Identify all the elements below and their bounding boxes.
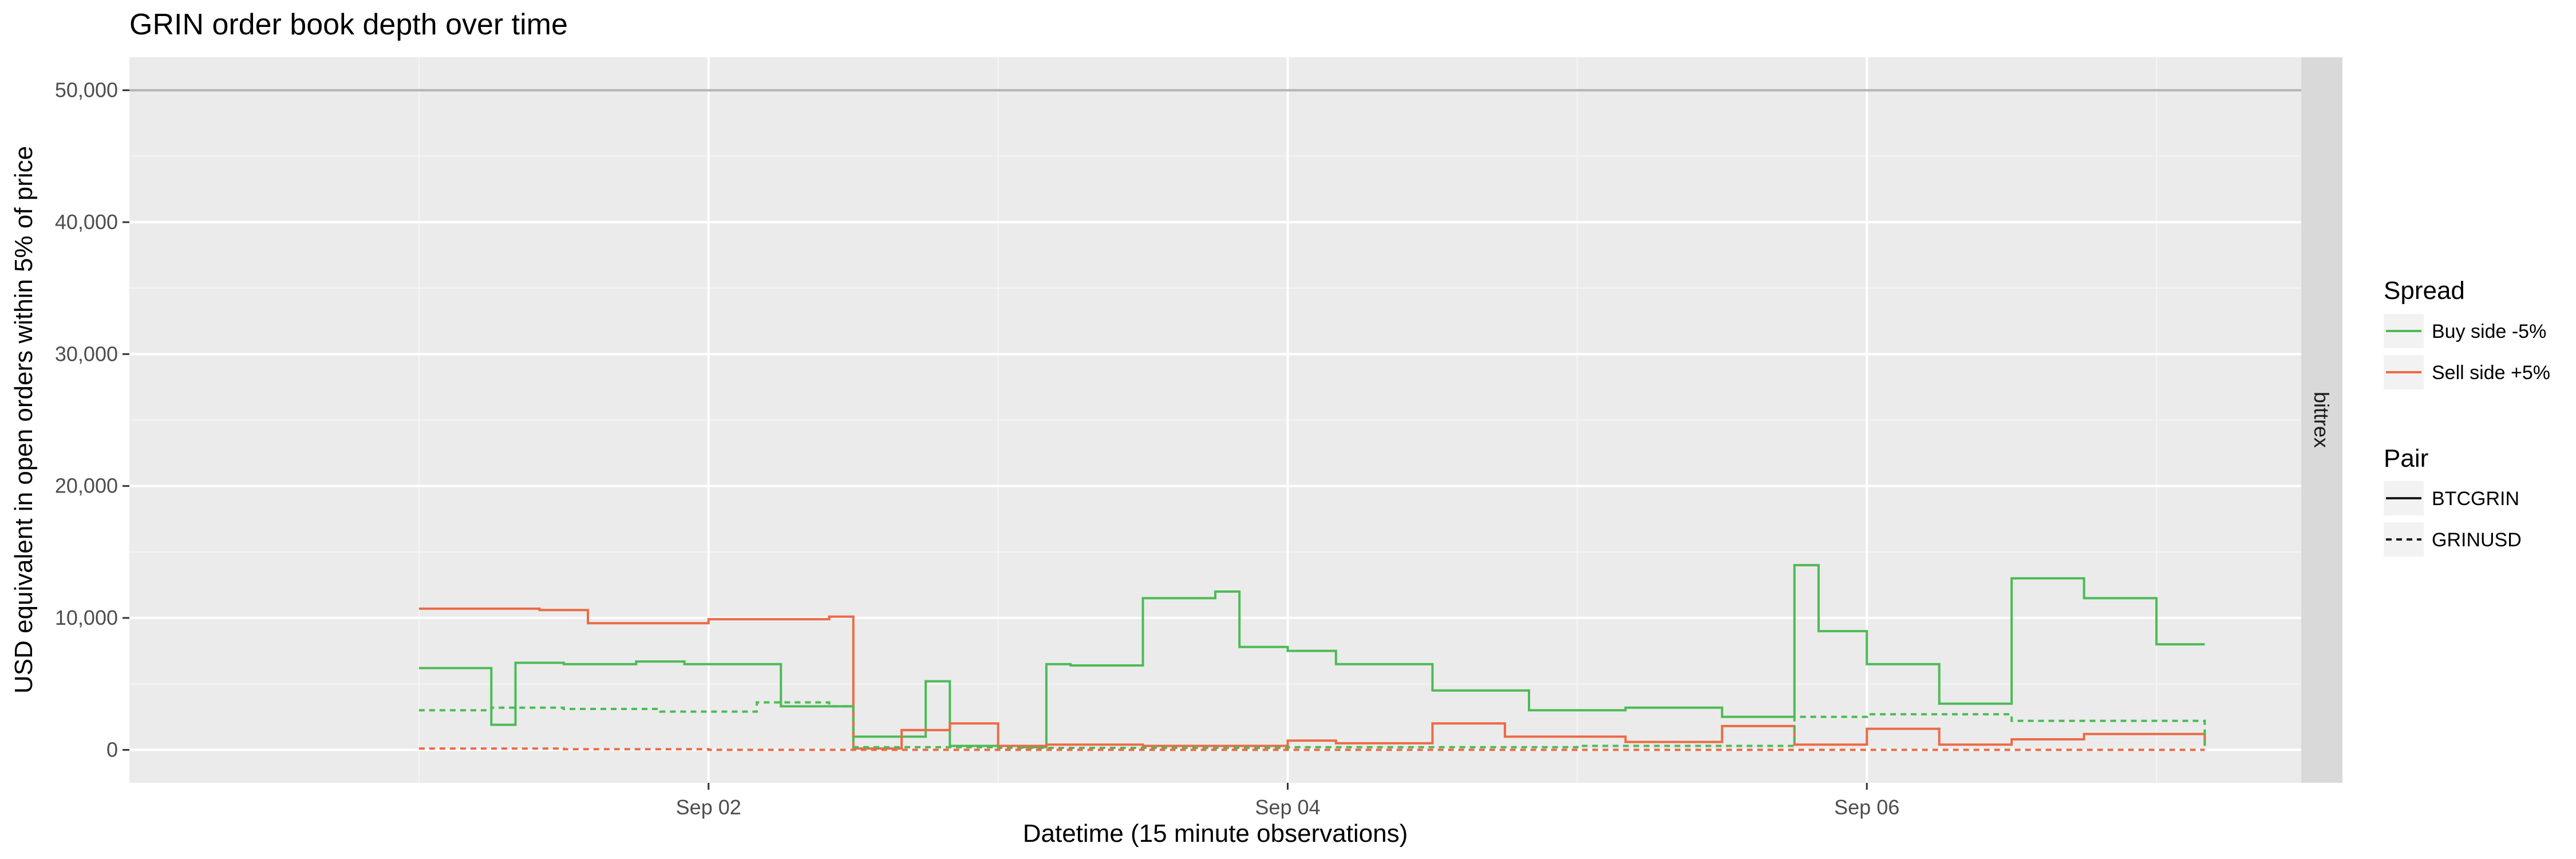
legend-label-sell: Sell side +5% <box>2432 362 2550 384</box>
x-tick-label: Sep 02 <box>676 795 741 819</box>
y-tick-label: 30,000 <box>55 342 118 365</box>
chart-title: GRIN order book depth over time <box>129 8 568 41</box>
x-tick-label: Sep 04 <box>1255 795 1320 819</box>
x-tick-label: Sep 06 <box>1834 795 1899 819</box>
series-line-3 <box>418 747 2205 751</box>
facet-strip <box>2301 57 2342 783</box>
legend-label-btcgrin: BTCGRIN <box>2432 488 2519 510</box>
legend: Spread Buy side -5% Sell side +5% Pair B… <box>2384 277 2550 557</box>
y-tick-label: 10,000 <box>55 606 118 629</box>
series-line-0 <box>418 564 2205 748</box>
legend-label-grinusd: GRINUSD <box>2432 529 2522 551</box>
y-tick-label: 40,000 <box>55 210 118 234</box>
facet-strip-label: bittrex <box>2310 392 2333 448</box>
series-line-2 <box>418 701 2206 749</box>
legend-title-spread: Spread <box>2384 277 2465 305</box>
legend-title-pair: Pair <box>2384 444 2428 472</box>
y-tick-label: 0 <box>106 738 118 761</box>
y-tick-label: 50,000 <box>55 78 118 102</box>
series-layer <box>418 564 2206 751</box>
y-axis-title: USD equivalent in open orders within 5% … <box>10 146 38 693</box>
series-line-1 <box>418 607 2206 750</box>
x-axis: Sep 02 Sep 04 Sep 06 <box>676 783 1899 819</box>
y-axis: 0 10,000 20,000 30,000 40,000 50,000 <box>55 78 129 761</box>
legend-label-buy: Buy side -5% <box>2432 321 2546 342</box>
x-axis-title: Datetime (15 minute observations) <box>1023 819 1408 848</box>
y-tick-label: 20,000 <box>55 474 118 498</box>
